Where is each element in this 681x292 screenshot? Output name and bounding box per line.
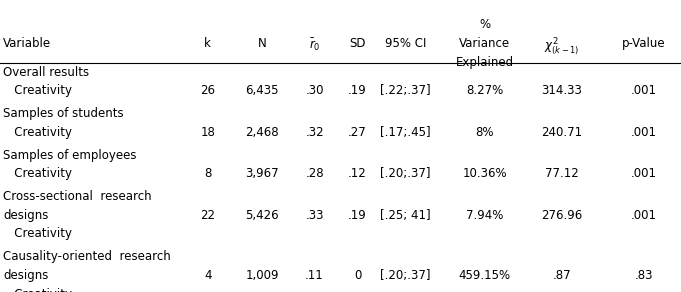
Text: designs: designs bbox=[3, 269, 49, 282]
Text: 6,435: 6,435 bbox=[245, 84, 279, 97]
Text: Variable: Variable bbox=[3, 37, 52, 50]
Text: Overall results: Overall results bbox=[3, 65, 89, 79]
Text: 276.96: 276.96 bbox=[541, 209, 582, 222]
Text: 459.15%: 459.15% bbox=[459, 269, 511, 282]
Text: 95% CI: 95% CI bbox=[385, 37, 426, 50]
Text: $\bar{r}_0$: $\bar{r}_0$ bbox=[308, 37, 321, 53]
Text: 240.71: 240.71 bbox=[541, 126, 582, 139]
Text: 8%: 8% bbox=[475, 126, 494, 139]
Text: Creativity: Creativity bbox=[3, 227, 72, 241]
Text: Samples of students: Samples of students bbox=[3, 107, 124, 120]
Text: .001: .001 bbox=[631, 209, 656, 222]
Text: 26: 26 bbox=[200, 84, 215, 97]
Text: .001: .001 bbox=[631, 84, 656, 97]
Text: [.25; 41]: [.25; 41] bbox=[380, 209, 430, 222]
Text: .30: .30 bbox=[305, 84, 324, 97]
Text: .001: .001 bbox=[631, 126, 656, 139]
Text: .19: .19 bbox=[348, 209, 367, 222]
Text: .12: .12 bbox=[348, 167, 367, 180]
Text: [.17;.45]: [.17;.45] bbox=[380, 126, 430, 139]
Text: .83: .83 bbox=[634, 269, 653, 282]
Text: .87: .87 bbox=[552, 269, 571, 282]
Text: 7.94%: 7.94% bbox=[466, 209, 503, 222]
Text: SD: SD bbox=[349, 37, 366, 50]
Text: .11: .11 bbox=[305, 269, 324, 282]
Text: N: N bbox=[258, 37, 266, 50]
Text: 4: 4 bbox=[204, 269, 212, 282]
Text: Creativity: Creativity bbox=[3, 167, 72, 180]
Text: p-Value: p-Value bbox=[622, 37, 665, 50]
Text: 18: 18 bbox=[200, 126, 215, 139]
Text: $\chi^2_{(k-1)}$: $\chi^2_{(k-1)}$ bbox=[544, 37, 580, 58]
Text: .32: .32 bbox=[305, 126, 324, 139]
Text: Explained: Explained bbox=[456, 55, 514, 69]
Text: Samples of employees: Samples of employees bbox=[3, 149, 137, 161]
Text: Creativity: Creativity bbox=[3, 126, 72, 139]
Text: k: k bbox=[204, 37, 211, 50]
Text: 10.36%: 10.36% bbox=[462, 167, 507, 180]
Text: 314.33: 314.33 bbox=[541, 84, 582, 97]
Text: Cross-sectional  research: Cross-sectional research bbox=[3, 190, 152, 203]
Text: [.20;.37]: [.20;.37] bbox=[380, 167, 430, 180]
Text: 1,009: 1,009 bbox=[245, 269, 279, 282]
Text: Variance: Variance bbox=[459, 37, 511, 50]
Text: Creativity: Creativity bbox=[3, 84, 72, 97]
Text: 2,468: 2,468 bbox=[245, 126, 279, 139]
Text: Creativity: Creativity bbox=[3, 288, 72, 292]
Text: [.22;.37]: [.22;.37] bbox=[380, 84, 430, 97]
Text: 22: 22 bbox=[200, 209, 215, 222]
Text: [.20;.37]: [.20;.37] bbox=[380, 269, 430, 282]
Text: .27: .27 bbox=[348, 126, 367, 139]
Text: 0: 0 bbox=[354, 269, 361, 282]
Text: 3,967: 3,967 bbox=[245, 167, 279, 180]
Text: 5,426: 5,426 bbox=[245, 209, 279, 222]
Text: .19: .19 bbox=[348, 84, 367, 97]
Text: Causality-oriented  research: Causality-oriented research bbox=[3, 250, 171, 263]
Text: 77.12: 77.12 bbox=[545, 167, 579, 180]
Text: 8: 8 bbox=[204, 167, 211, 180]
Text: %: % bbox=[479, 18, 490, 31]
Text: designs: designs bbox=[3, 209, 49, 222]
Text: .33: .33 bbox=[305, 209, 324, 222]
Text: .28: .28 bbox=[305, 167, 324, 180]
Text: 8.27%: 8.27% bbox=[466, 84, 503, 97]
Text: .001: .001 bbox=[631, 167, 656, 180]
